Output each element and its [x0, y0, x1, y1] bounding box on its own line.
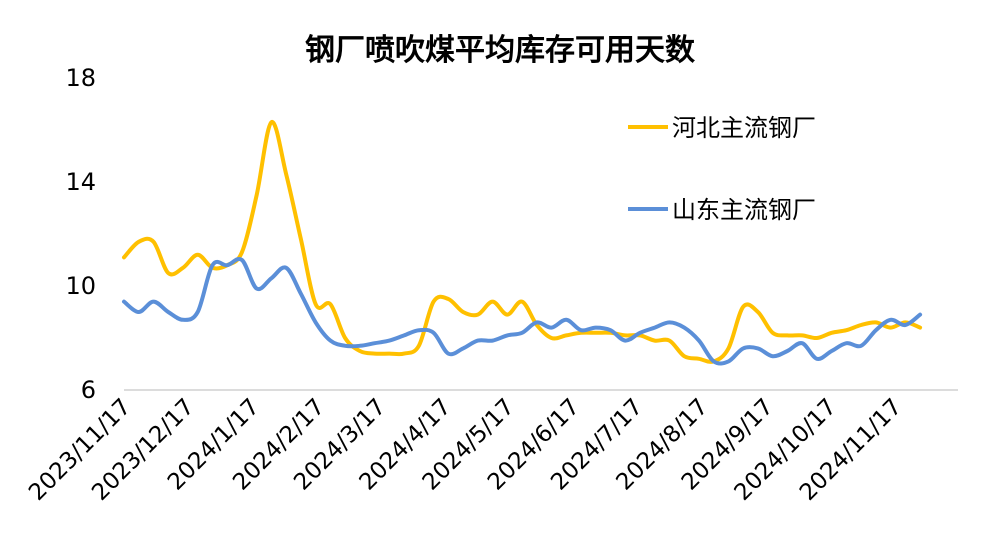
y-tick-label: 6 — [81, 376, 96, 404]
y-axis: 6 10 14 18 — [65, 64, 96, 404]
legend-label-1: 河北主流钢厂 — [672, 114, 816, 142]
y-tick-label: 18 — [65, 64, 96, 92]
y-tick-label: 14 — [65, 168, 96, 196]
y-tick-label: 10 — [65, 272, 96, 300]
legend-label-2: 山东主流钢厂 — [672, 196, 816, 224]
series-line-2 — [122, 257, 923, 366]
series-lines — [122, 120, 923, 366]
series-line-1 — [122, 120, 923, 364]
chart-title: 钢厂喷吹煤平均库存可用天数 — [305, 33, 696, 68]
x-tick-labels: 2023/11/172023/12/172024/1/172024/2/1720… — [24, 394, 907, 506]
